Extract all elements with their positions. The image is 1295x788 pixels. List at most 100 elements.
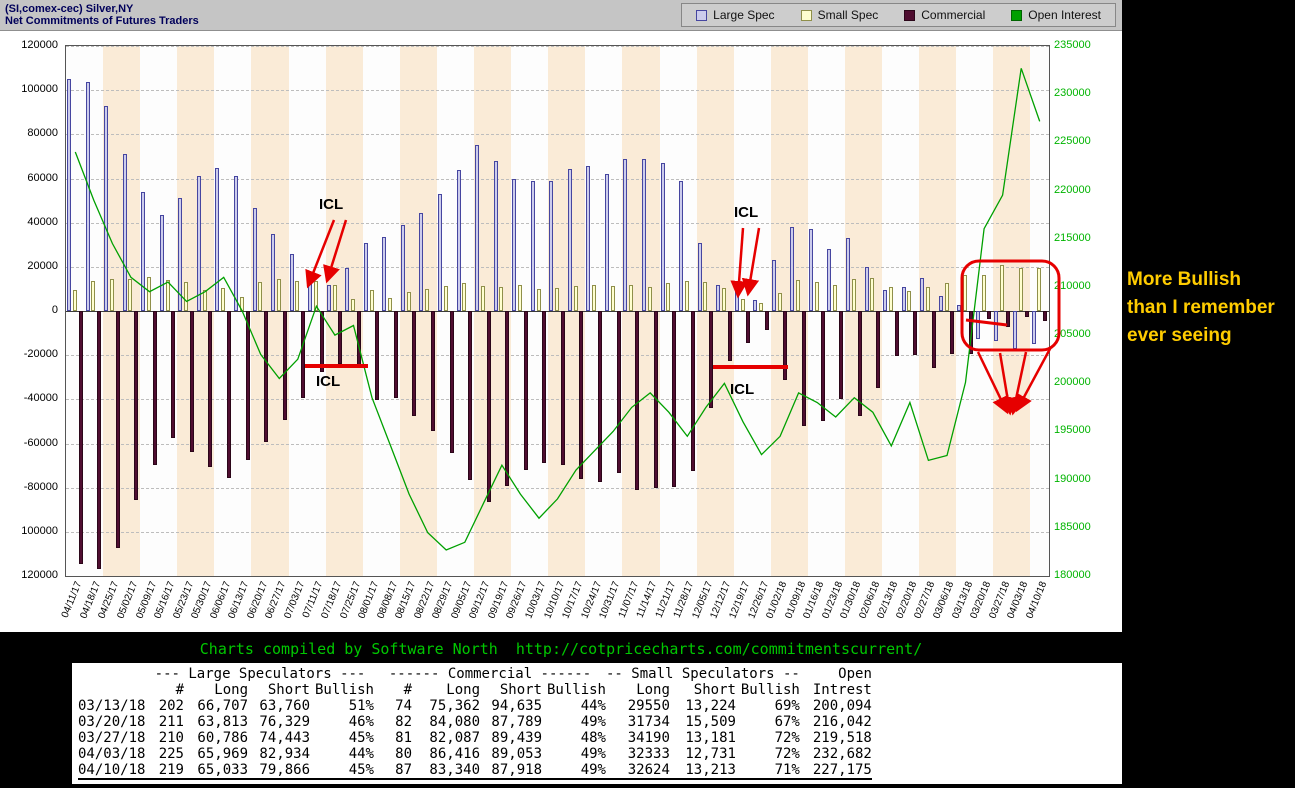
bar-commercial: [134, 311, 139, 500]
table-cell-blank: [78, 666, 146, 682]
right-axis-label: 220000: [1054, 183, 1091, 196]
bar-large-spec: [196, 176, 201, 311]
table-cell: 12,731: [685, 746, 736, 762]
bar-small-spec: [944, 283, 949, 311]
bar-commercial: [560, 311, 565, 465]
gridline: [66, 355, 1049, 357]
bar-commercial: [282, 311, 287, 421]
right-axis-label: 215000: [1054, 231, 1091, 244]
bar-small-spec: [72, 290, 77, 311]
bar-large-spec: [122, 154, 127, 311]
bar-large-spec: [252, 208, 257, 311]
table-col-header: #: [403, 682, 412, 698]
bar-commercial: [431, 311, 435, 432]
left-axis-label: 60000: [27, 171, 58, 184]
gridline: [66, 46, 1049, 47]
bar-small-spec: [907, 291, 912, 311]
bar-small-spec: [425, 288, 430, 311]
table-column-header-row: # Long Short Bullish # Long Short Bullish Long Sh…: [78, 682, 872, 698]
bar-large-spec: [790, 227, 795, 311]
table-cell: 211: [158, 714, 184, 730]
bar-commercial: [857, 311, 862, 416]
table-cell: 04/03/18: [78, 746, 146, 762]
bar-commercial: [338, 311, 343, 364]
footer-credit: Charts compiled by Software North http:/…: [199, 640, 923, 658]
legend-label: Small Spec: [817, 8, 879, 22]
bar-large-spec: [642, 158, 646, 311]
bar-small-spec: [759, 303, 763, 311]
table-cell: 69%: [774, 698, 800, 714]
table-cell: 72%: [774, 730, 800, 746]
table-col-header: Short: [693, 682, 736, 698]
table-cell: 225: [158, 746, 184, 762]
table-cell: 82,934: [259, 746, 310, 762]
left-axis-label: 80000: [27, 127, 58, 140]
table-cell: 03/27/18: [78, 730, 146, 746]
bar-commercial: [264, 311, 269, 443]
table-cell: 45%: [348, 762, 374, 778]
legend: Large Spec Small Spec Commercial Open Inter…: [681, 3, 1116, 27]
gridline: [66, 90, 1049, 92]
bar-small-spec: [184, 282, 189, 311]
bar-small-spec: [703, 282, 708, 311]
table-cell: 44%: [580, 698, 606, 714]
bar-commercial: [635, 311, 639, 490]
bar-commercial: [245, 311, 250, 461]
bar-large-spec: [159, 214, 164, 311]
table-cell: 89,439: [491, 730, 542, 746]
table-cell: 60,786: [197, 730, 248, 746]
bar-commercial: [486, 311, 491, 502]
bar-small-spec: [276, 279, 281, 311]
bar-large-spec: [437, 194, 442, 311]
bar-small-spec: [221, 287, 226, 311]
bar-commercial: [746, 311, 751, 343]
left-axis-label: 0: [51, 304, 58, 316]
left-axis-label: 20000: [27, 259, 58, 272]
bar-large-spec: [400, 224, 405, 311]
bar-large-spec: [883, 290, 888, 311]
gridline: [66, 178, 1049, 180]
table-cell: 75,362: [429, 698, 480, 714]
bar-commercial: [412, 311, 417, 416]
bar-commercial: [97, 311, 102, 570]
bar-small-spec: [295, 281, 300, 311]
bar-small-spec: [647, 286, 652, 311]
bar-commercial: [820, 311, 825, 422]
legend-label: Large Spec: [713, 8, 775, 22]
table-cell: 48%: [580, 730, 606, 746]
table-col-header: Intrest: [812, 682, 872, 698]
table-cell: 13,181: [685, 730, 736, 746]
bar-commercial: [876, 311, 881, 389]
table-cell: 79,866: [259, 762, 310, 778]
bar-commercial: [189, 311, 194, 453]
bar-commercial: [301, 311, 306, 399]
bar-large-spec: [419, 212, 424, 311]
bar-large-spec: [178, 198, 183, 311]
left-axis-label: 40000: [27, 215, 58, 228]
right-axis-label: 185000: [1054, 520, 1091, 533]
bar-large-spec: [771, 260, 776, 311]
table-row: 03/13/18 202 66,707 63,760 51% 74 75,362 94,635…: [78, 698, 872, 714]
table-cell: 84,080: [429, 714, 480, 730]
bar-commercial: [468, 311, 473, 480]
table-cell: 46%: [348, 714, 374, 730]
table-col-header: Short: [267, 682, 310, 698]
bar-commercial: [690, 311, 695, 472]
bar-commercial: [709, 311, 714, 409]
bar-large-spec: [512, 178, 517, 311]
side-note-line: than I remember: [1127, 297, 1275, 318]
table-cell: 72%: [774, 746, 800, 762]
table-col-header: Short: [499, 682, 542, 698]
bar-large-spec: [846, 238, 850, 311]
table-cell: 87: [395, 762, 412, 778]
bar-small-spec: [109, 279, 114, 311]
bar-large-spec: [697, 242, 702, 311]
left-axis-label: 120000: [21, 569, 58, 581]
small-spec-swatch-icon: [800, 9, 812, 21]
bar-small-spec: [351, 298, 355, 311]
bar-small-spec: [814, 282, 819, 311]
bar-small-spec: [147, 276, 151, 311]
bar-small-spec: [573, 285, 578, 311]
bar-large-spec: [233, 176, 238, 311]
